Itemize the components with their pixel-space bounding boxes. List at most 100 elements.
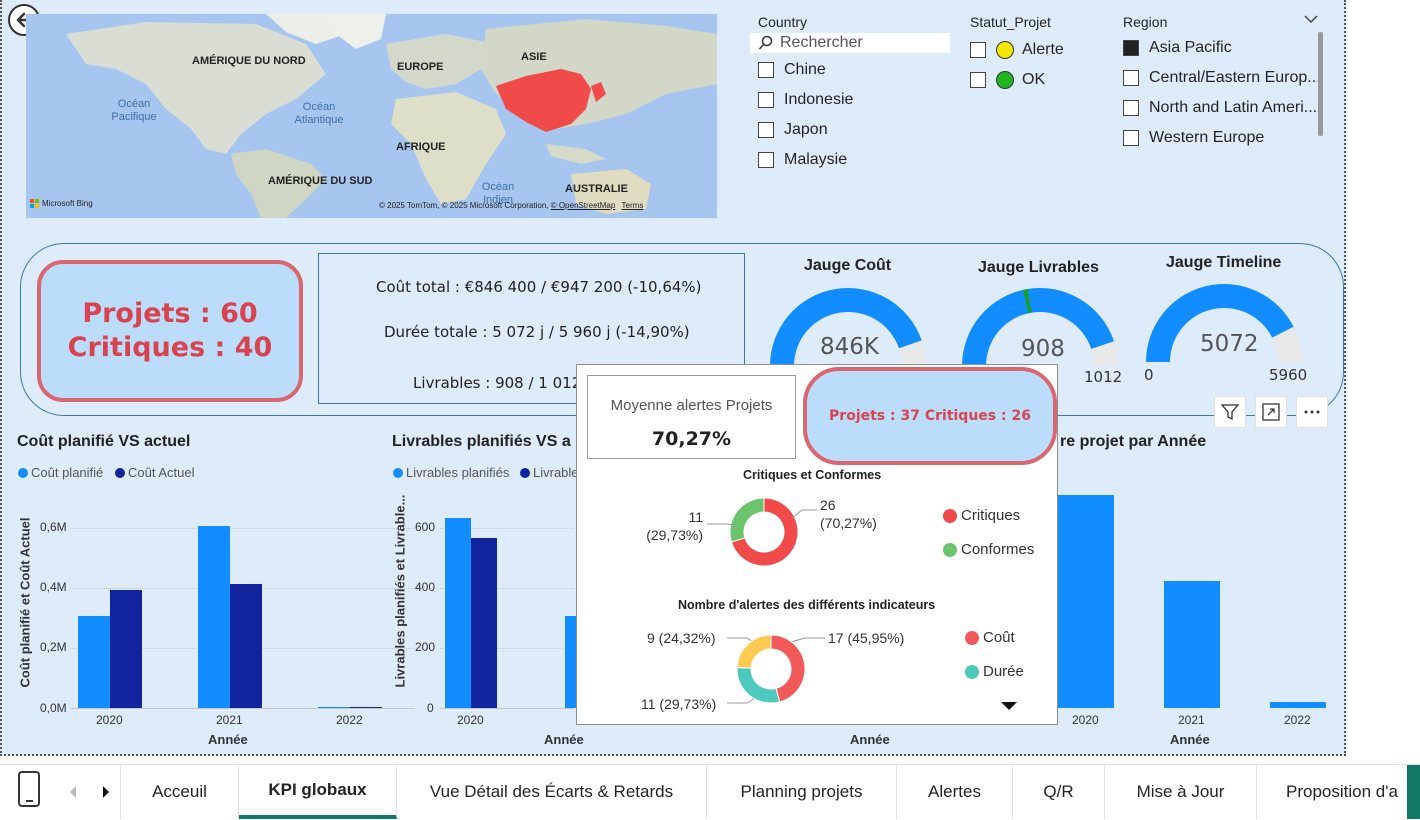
bar[interactable] xyxy=(78,615,110,708)
xtick: 2021 xyxy=(216,713,243,727)
legend-critiques[interactable]: Critiques xyxy=(943,507,1020,524)
filter-button[interactable] xyxy=(1214,396,1246,428)
region-item-western-europe[interactable]: Western Europe xyxy=(1123,129,1264,147)
donut-slice xyxy=(736,634,772,669)
region-scrollbar[interactable] xyxy=(1318,32,1323,136)
country-item-1[interactable]: Chine xyxy=(758,61,826,79)
country-search-box[interactable]: Rechercher xyxy=(750,33,950,53)
gauge-timeline-value: 5072 xyxy=(1200,331,1259,357)
bar[interactable] xyxy=(445,517,471,708)
tab-acceuil[interactable]: Acceuil xyxy=(121,765,239,819)
checkbox[interactable] xyxy=(970,42,986,58)
gauge-timeline-max: 5960 xyxy=(1269,366,1308,384)
country-search-input[interactable]: Rechercher xyxy=(780,34,863,51)
tab-mise-a-jour[interactable]: Mise à Jour xyxy=(1105,765,1257,819)
checkbox[interactable] xyxy=(1123,100,1139,116)
country-map[interactable]: AMÉRIQUE DU NORD EUROPE ASIE AFRIQUE AMÉ… xyxy=(26,14,717,218)
statut-item-alerte[interactable]: Alerte xyxy=(970,41,1064,59)
legend-duree[interactable]: Durée xyxy=(965,663,1024,680)
legend-livrables[interactable]: Livrable xyxy=(520,465,579,480)
legend-cout-actuel[interactable]: Coût Actuel xyxy=(115,465,195,480)
region-item-asia-pacific[interactable]: Asia Pacific xyxy=(1123,39,1232,57)
chevron-left-icon[interactable] xyxy=(68,785,78,799)
bar[interactable] xyxy=(318,706,350,708)
gauge-livrables[interactable] xyxy=(960,284,1120,374)
bar[interactable] xyxy=(350,706,382,708)
gridline xyxy=(440,648,574,649)
donut-slice xyxy=(729,497,765,543)
osm-link[interactable]: © OpenStreetMap xyxy=(550,201,616,210)
donut-slice xyxy=(730,497,799,567)
chart-cout-title: Coût planifié VS actuel xyxy=(17,433,191,450)
avg-alerts-card: Moyenne alertes Projets 70,27% xyxy=(587,375,796,459)
donut-alertes-indicateurs[interactable] xyxy=(731,629,811,709)
ytick: 400 xyxy=(415,580,436,594)
projects-card[interactable]: Projets : 60 Critiques : 40 xyxy=(37,260,303,402)
terms-link[interactable]: Terms xyxy=(621,201,644,210)
bar[interactable] xyxy=(198,526,230,708)
gauge-fill xyxy=(1146,284,1294,362)
chevron-down-icon[interactable] xyxy=(1304,14,1318,24)
chart-cout-ylabel: Coût planifié et Coût Actuel xyxy=(17,517,33,688)
more-options-button[interactable] xyxy=(1296,396,1328,428)
bar[interactable] xyxy=(1058,494,1114,708)
tab-qr[interactable]: Q/R xyxy=(1013,765,1105,819)
tab-alertes[interactable]: Alertes xyxy=(897,765,1013,819)
legend-conformes[interactable]: Conformes xyxy=(943,541,1034,558)
country-item-3[interactable]: Japon xyxy=(758,121,828,139)
checkbox[interactable] xyxy=(970,72,986,88)
gauge-cout[interactable] xyxy=(768,284,928,374)
world-map-graphic xyxy=(26,14,717,218)
checkbox-checked[interactable] xyxy=(1123,40,1139,56)
map-label-south-america: AMÉRIQUE DU SUD xyxy=(268,175,373,187)
legend-dot xyxy=(393,467,403,478)
tab-kpi-globaux[interactable]: KPI globaux xyxy=(239,765,397,819)
ytick: 600 xyxy=(415,520,436,534)
legend-livrables-planifies[interactable]: Livrables planifiés xyxy=(393,465,509,480)
mobile-layout-button[interactable] xyxy=(18,771,40,807)
bing-label: Microsoft Bing xyxy=(42,199,93,208)
legend-scroll-down-icon[interactable] xyxy=(1000,701,1018,711)
checkbox[interactable] xyxy=(1123,130,1139,146)
legend-dot xyxy=(115,467,125,478)
tab-vue-detail[interactable]: Vue Détail des Écarts & Retards xyxy=(397,765,707,819)
donut2-label-a: 17 (45,95%) xyxy=(828,630,905,646)
chevron-right-icon[interactable] xyxy=(101,785,111,799)
green-status-icon xyxy=(996,71,1014,89)
bar[interactable] xyxy=(1270,702,1326,708)
map-label-europe: EUROPE xyxy=(397,61,444,73)
legend-cout-planifie[interactable]: Coût planifié xyxy=(18,465,103,480)
checkbox[interactable] xyxy=(1123,70,1139,86)
bar[interactable] xyxy=(230,583,262,708)
gauge-timeline[interactable] xyxy=(1144,280,1304,370)
gauge-fill xyxy=(962,288,1114,366)
ytick: 0,0M xyxy=(40,701,67,715)
checkbox[interactable] xyxy=(758,62,774,78)
chart-middle-xlabel: Année xyxy=(850,732,890,747)
checkbox[interactable] xyxy=(758,92,774,108)
donut2-title: Nombre d'alertes des différents indicate… xyxy=(678,598,936,612)
country-item-4[interactable]: Malaysie xyxy=(758,151,847,169)
legend-dot xyxy=(18,467,28,478)
country-item-2[interactable]: Indonesie xyxy=(758,91,853,109)
tab-planning-projets[interactable]: Planning projets xyxy=(707,765,897,819)
legend-cout[interactable]: Coût xyxy=(965,629,1015,646)
avg-alerts-value: 70,27% xyxy=(651,428,732,450)
region-item-central-eastern-europe[interactable]: Central/Eastern Europ... xyxy=(1123,69,1321,87)
checkbox[interactable] xyxy=(758,122,774,138)
donut-critiques-conformes[interactable] xyxy=(724,492,804,572)
bar[interactable] xyxy=(110,589,142,708)
bar[interactable] xyxy=(1164,581,1220,708)
tooltip-projects-card: Projets : 37 Critiques : 26 xyxy=(803,367,1057,465)
ytick: 200 xyxy=(415,640,436,654)
ytick: 0,4M xyxy=(40,580,67,594)
ytick: 0 xyxy=(427,701,434,715)
focus-mode-button[interactable] xyxy=(1255,396,1287,428)
legend-label: Conformes xyxy=(961,541,1035,558)
statut-item-ok[interactable]: OK xyxy=(970,71,1045,89)
bar[interactable] xyxy=(471,537,497,708)
tab-proposition[interactable]: Proposition d'a xyxy=(1286,782,1398,801)
totals-card[interactable]: Coût total : €846 400 / €947 200 (-10,64… xyxy=(318,253,745,404)
checkbox[interactable] xyxy=(758,152,774,168)
region-item-north-latin-america[interactable]: North and Latin Ameri... xyxy=(1123,99,1317,117)
